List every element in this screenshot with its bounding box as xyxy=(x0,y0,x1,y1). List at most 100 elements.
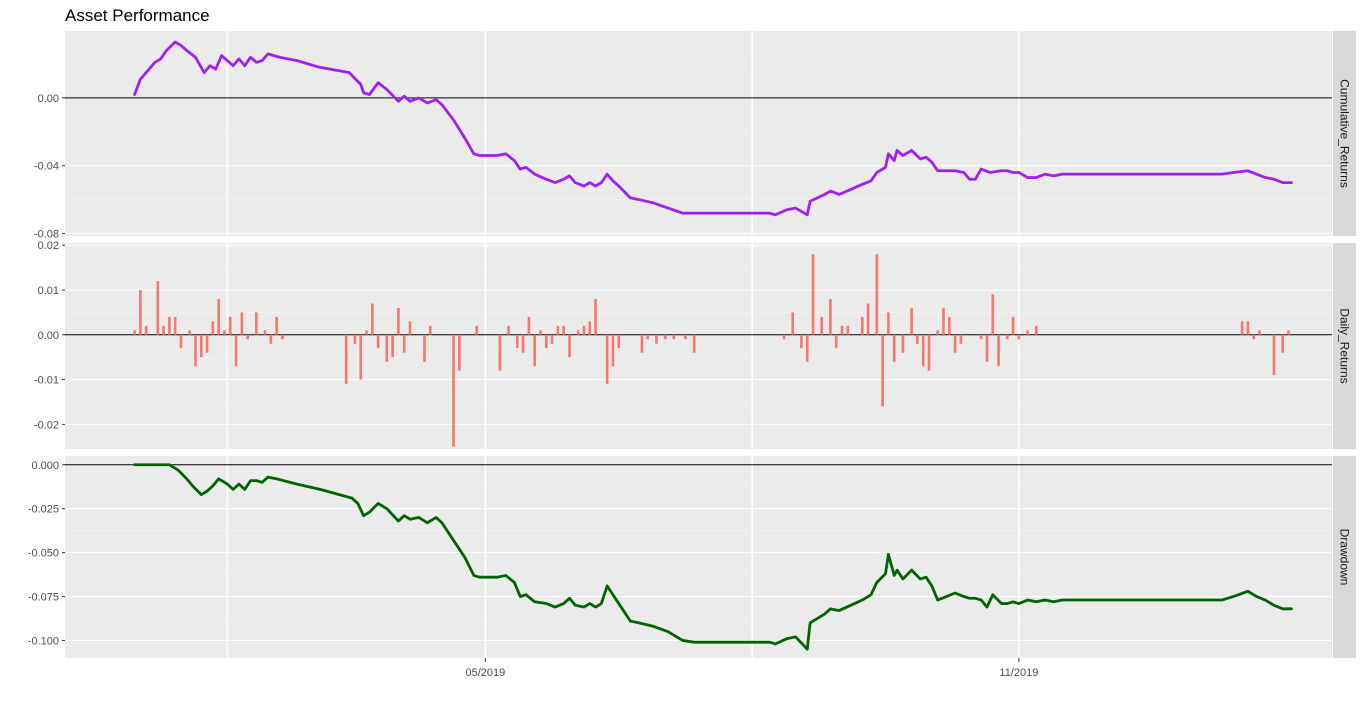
daily-return-bar xyxy=(234,334,238,367)
daily-return-bar xyxy=(402,334,406,353)
panel-drawdown: 0.000 -0.025 -0.050 -0.075 -0.100 Drawdown xyxy=(28,456,1356,658)
daily-return-bar xyxy=(475,325,478,335)
daily-return-bar xyxy=(562,325,565,335)
daily-return-bar xyxy=(834,334,838,349)
y-tick-label: -0.075 xyxy=(28,592,59,604)
daily-return-bar xyxy=(550,334,554,344)
daily-return-bar xyxy=(168,316,171,335)
daily-return-bar xyxy=(344,334,348,385)
daily-return-bar xyxy=(385,334,389,362)
daily-return-bar xyxy=(246,334,249,340)
facet-strip xyxy=(1333,31,1356,236)
drawdown-line xyxy=(133,463,1293,651)
daily-return-bar xyxy=(979,334,983,340)
facet-strip-label: Daily_Returns xyxy=(1338,308,1352,383)
daily-return-bar xyxy=(782,334,786,340)
daily-return-bar xyxy=(866,303,870,335)
daily-return-bar xyxy=(162,325,165,335)
daily-return-bar xyxy=(942,307,945,335)
y-tick-label: -0.08 xyxy=(34,228,59,240)
daily-return-bar xyxy=(1240,321,1244,335)
daily-return-bar xyxy=(582,325,586,335)
facet-strip xyxy=(1333,243,1356,449)
daily-return-bar xyxy=(684,334,687,340)
facet-strip xyxy=(1333,456,1356,658)
daily-return-bar xyxy=(991,294,995,335)
daily-return-bar xyxy=(498,334,502,371)
y-tick-label: 0.00 xyxy=(38,93,59,105)
daily-return-bar xyxy=(1034,325,1038,335)
daily-return-bar xyxy=(507,325,510,335)
daily-return-bar xyxy=(875,254,879,335)
daily-return-bar xyxy=(429,325,432,335)
daily-return-bar xyxy=(1258,330,1261,335)
daily-return-bar xyxy=(275,316,278,335)
daily-return-bar xyxy=(1011,316,1015,335)
daily-return-bar xyxy=(1026,330,1029,335)
daily-return-bar xyxy=(1017,334,1021,340)
daily-return-bar xyxy=(887,312,890,335)
daily-return-bar xyxy=(953,334,957,353)
panel-background xyxy=(65,243,1332,449)
daily-return-bar xyxy=(173,316,177,335)
daily-return-bar xyxy=(139,290,142,335)
daily-return-bar xyxy=(997,334,1000,367)
daily-return-bar xyxy=(672,334,676,340)
y-tick-label: 0.02 xyxy=(38,240,59,252)
daily-return-bar xyxy=(556,325,560,335)
daily-return-bar xyxy=(397,307,400,335)
daily-return-bar xyxy=(255,312,258,335)
daily-return-bar xyxy=(805,334,809,362)
y-tick-label: 0.00 xyxy=(38,330,59,342)
daily-return-bar xyxy=(916,334,919,344)
daily-return-bar xyxy=(829,298,832,335)
daily-return-bar xyxy=(156,281,160,335)
daily-return-bar xyxy=(194,334,197,367)
daily-return-bar xyxy=(205,334,209,353)
daily-return-bar xyxy=(515,334,519,349)
x-tick-label: 05/2019 xyxy=(466,667,506,679)
y-tick-label: -0.02 xyxy=(34,419,59,431)
daily-return-bar xyxy=(576,330,580,335)
panel-daily-returns: 0.02 0.01 0.00 -0.01 -0.02 Daily_Returns xyxy=(34,240,1356,449)
daily-return-bar xyxy=(791,312,795,335)
daily-return-bar xyxy=(521,334,525,353)
y-tick-label: -0.050 xyxy=(28,548,59,560)
daily-return-bar xyxy=(263,330,267,335)
daily-return-bar xyxy=(228,316,232,335)
daily-return-bar xyxy=(1005,334,1009,340)
daily-return-bar xyxy=(901,334,905,353)
daily-return-bar xyxy=(1252,334,1256,340)
facet-strip-label: Cumulative_Returns xyxy=(1338,79,1352,188)
daily-return-bar xyxy=(353,334,357,344)
daily-return-bar xyxy=(391,334,394,358)
daily-return-bar xyxy=(927,334,931,371)
daily-return-bar xyxy=(1272,334,1276,376)
daily-return-bar xyxy=(269,334,273,344)
y-tick-label: -0.025 xyxy=(28,504,59,516)
cumulative-returns-line xyxy=(133,40,1293,217)
daily-return-bar xyxy=(692,334,696,353)
daily-return-bar xyxy=(1246,321,1250,335)
panel-background xyxy=(65,456,1332,658)
daily-return-bar xyxy=(527,316,531,335)
daily-return-bar xyxy=(947,316,951,335)
daily-return-bar xyxy=(217,298,220,335)
chart-title: Asset Performance xyxy=(65,6,210,25)
daily-return-bar xyxy=(281,334,284,340)
daily-return-bar xyxy=(936,330,939,335)
daily-return-bar xyxy=(840,325,844,335)
facet-strip-label: Drawdown xyxy=(1338,529,1352,586)
y-tick-label: -0.04 xyxy=(34,161,59,173)
daily-return-bar xyxy=(452,334,455,447)
y-tick-label: -0.01 xyxy=(34,375,59,387)
daily-return-bar xyxy=(376,334,380,349)
y-tick-label: -0.100 xyxy=(28,635,59,647)
daily-return-bar xyxy=(199,334,203,358)
daily-return-bar xyxy=(985,334,989,362)
daily-return-bar xyxy=(959,334,963,344)
daily-return-bar xyxy=(881,334,884,407)
daily-return-bar xyxy=(423,334,426,362)
daily-return-bar xyxy=(408,321,412,335)
